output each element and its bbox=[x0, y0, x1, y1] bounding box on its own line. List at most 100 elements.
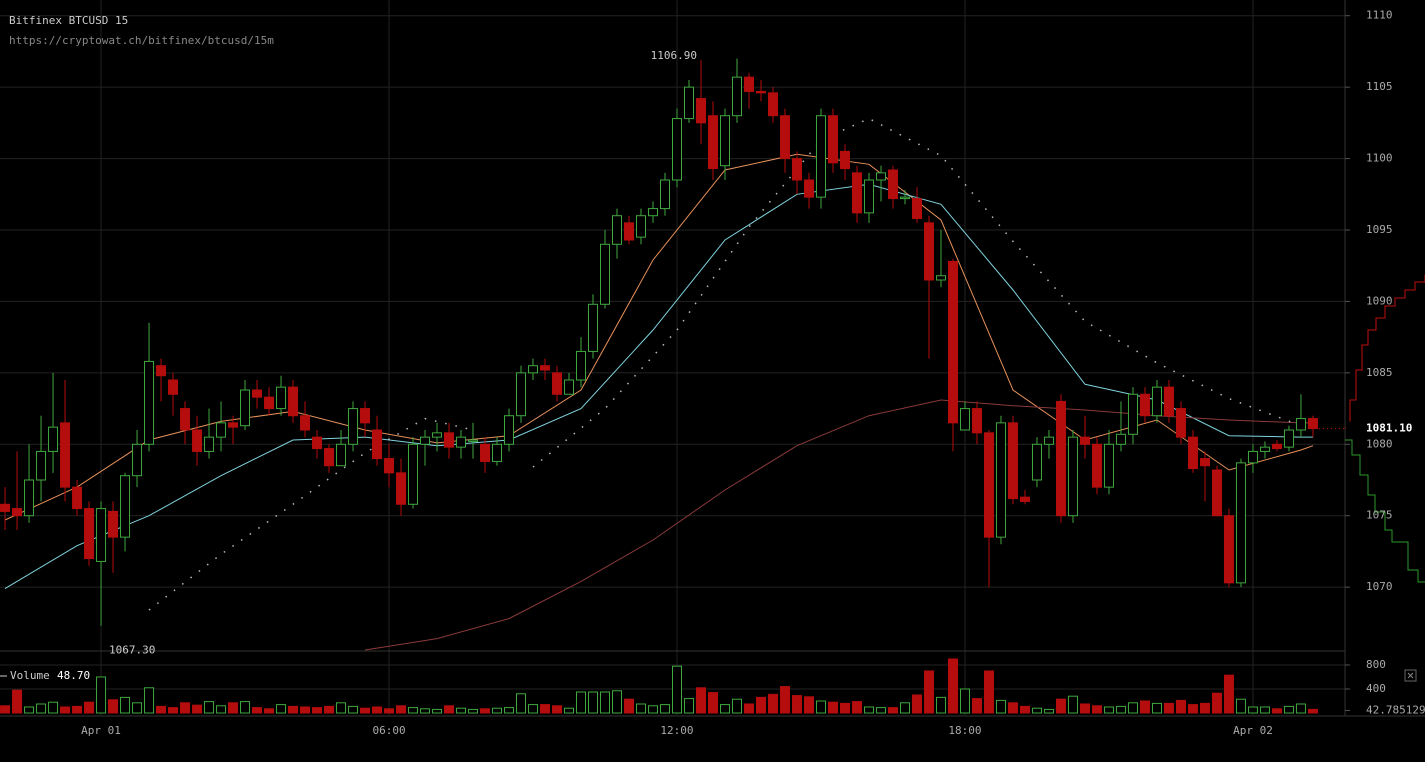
candle-body bbox=[1079, 436, 1090, 445]
candle-body bbox=[707, 115, 718, 170]
volume-bar bbox=[851, 701, 862, 714]
volume-panel bbox=[0, 658, 1318, 714]
candle-body bbox=[791, 158, 802, 181]
candle-body bbox=[144, 360, 155, 445]
volume-bar bbox=[683, 698, 694, 714]
volume-bar bbox=[1127, 702, 1138, 714]
candle-body bbox=[1139, 393, 1150, 417]
volume-bar bbox=[660, 704, 671, 714]
candle-body bbox=[767, 92, 778, 117]
candle-body bbox=[923, 222, 934, 281]
candle-body bbox=[648, 208, 659, 217]
candle-body bbox=[36, 450, 47, 481]
chart-title: Bitfinex BTCUSD 15 bbox=[9, 14, 128, 27]
volume-bar bbox=[624, 698, 635, 714]
candle-body bbox=[0, 503, 11, 512]
candle-body bbox=[228, 422, 239, 428]
volume-bar bbox=[779, 686, 790, 714]
x-tick-label: 18:00 bbox=[948, 724, 981, 737]
candle-body bbox=[348, 408, 359, 445]
candle-body bbox=[719, 115, 730, 167]
candle-body bbox=[468, 439, 479, 442]
candle-body bbox=[1103, 443, 1114, 488]
volume-bar bbox=[132, 702, 143, 714]
volume-bar bbox=[144, 687, 155, 714]
volume-bar bbox=[1235, 698, 1246, 714]
volume-bar bbox=[156, 705, 167, 714]
volume-bar bbox=[947, 658, 958, 714]
volume-bar bbox=[24, 706, 35, 714]
candle-body bbox=[96, 508, 107, 562]
candle-body bbox=[276, 386, 287, 410]
volume-bar bbox=[935, 696, 946, 714]
candle-body bbox=[1007, 422, 1018, 500]
volume-bar bbox=[480, 708, 491, 714]
volume-bar bbox=[588, 691, 599, 714]
volume-tick-label: 42.785129 bbox=[1366, 703, 1425, 716]
volume-bar bbox=[180, 702, 191, 714]
candle-body bbox=[240, 389, 251, 427]
volume-bar bbox=[1283, 705, 1294, 714]
candle-body bbox=[372, 429, 383, 460]
volume-bar bbox=[432, 708, 443, 714]
candle-body bbox=[24, 479, 35, 517]
volume-bar bbox=[1163, 702, 1174, 714]
volume-bar bbox=[743, 703, 754, 714]
volume-legend: Volume bbox=[10, 669, 50, 682]
candle-body bbox=[1283, 429, 1294, 448]
volume-bar bbox=[372, 706, 383, 714]
volume-bar bbox=[252, 707, 263, 714]
candle-body bbox=[1091, 443, 1102, 488]
volume-bar bbox=[1259, 706, 1270, 714]
candle-body bbox=[1127, 393, 1138, 435]
candle-body bbox=[264, 396, 275, 410]
volume-bar bbox=[564, 707, 575, 714]
volume-bar bbox=[1043, 708, 1054, 714]
volume-bar bbox=[731, 698, 742, 714]
volume-bar bbox=[288, 705, 299, 714]
candle-body bbox=[1067, 436, 1078, 517]
candle-body bbox=[1295, 418, 1306, 431]
candle-body bbox=[132, 443, 143, 477]
candle-body bbox=[1211, 469, 1222, 517]
x-tick-label: Apr 02 bbox=[1233, 724, 1273, 737]
y-tick-label: 1100 bbox=[1366, 152, 1393, 165]
volume-bar bbox=[228, 702, 239, 714]
volume-bar bbox=[839, 702, 850, 714]
volume-bar bbox=[648, 705, 659, 714]
x-tick-label: 12:00 bbox=[660, 724, 693, 737]
volume-bar bbox=[576, 691, 587, 714]
volume-bar bbox=[120, 696, 131, 714]
candle-body bbox=[971, 408, 982, 434]
volume-bar bbox=[192, 704, 203, 714]
candle-body bbox=[815, 115, 826, 198]
candle-body bbox=[168, 379, 179, 395]
candle-body bbox=[84, 508, 95, 560]
candle-body bbox=[336, 443, 347, 467]
volume-bar bbox=[528, 704, 539, 714]
candle-body bbox=[695, 98, 706, 124]
candle-body bbox=[660, 179, 671, 210]
y-tick-label: 1075 bbox=[1366, 509, 1393, 522]
x-tick-label: 06:00 bbox=[372, 724, 405, 737]
candle-body bbox=[456, 436, 467, 448]
y-tick-label: 1105 bbox=[1366, 80, 1393, 93]
close-button[interactable] bbox=[1404, 669, 1417, 682]
volume-bar bbox=[803, 696, 814, 714]
candle-body bbox=[1247, 450, 1258, 464]
candle-body bbox=[180, 408, 191, 431]
candle-body bbox=[60, 422, 71, 488]
candle-body bbox=[1235, 462, 1246, 584]
volume-bar bbox=[384, 708, 395, 714]
volume-bar bbox=[108, 699, 119, 714]
candle-body bbox=[312, 436, 323, 450]
last-price-box bbox=[1346, 421, 1425, 436]
volume-bar bbox=[444, 705, 455, 714]
candle-body bbox=[1223, 515, 1234, 584]
volume-bar bbox=[983, 670, 994, 714]
candle-body bbox=[552, 372, 563, 395]
volume-bar bbox=[312, 707, 323, 714]
volume-tick-label: 800 bbox=[1366, 658, 1386, 671]
volume-bar bbox=[1295, 703, 1306, 714]
